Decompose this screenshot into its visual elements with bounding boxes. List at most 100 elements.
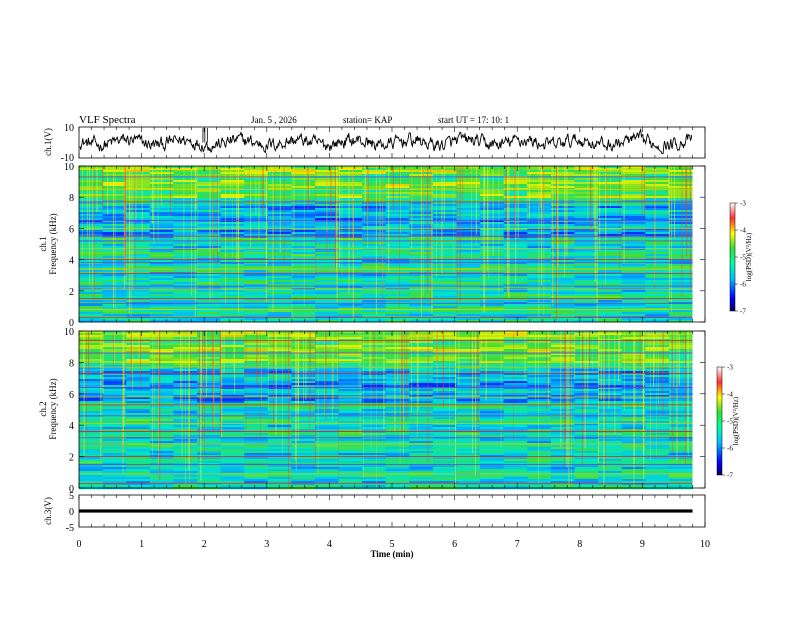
spectrogram-cell <box>456 242 481 245</box>
spectrogram-cell <box>291 435 316 438</box>
spectrogram-cell <box>126 367 151 370</box>
y-ticklabel: 2 <box>69 287 74 298</box>
spectrogram-cell <box>291 264 316 267</box>
spectrogram-cell <box>527 314 552 317</box>
spectrogram-cell <box>338 375 363 378</box>
ch2-colorbar-ticks: -3-4-5-6-7 <box>722 364 733 480</box>
spectrogram-cell <box>338 377 363 380</box>
spectrogram-cell <box>409 431 434 434</box>
spectrogram-cell <box>456 385 481 388</box>
spectrogram-cell <box>126 403 151 406</box>
spectrogram-cell <box>267 375 292 378</box>
spectrogram-cell <box>480 393 505 396</box>
spectrogram-cell <box>315 453 340 456</box>
spectrogram-cell <box>79 427 104 430</box>
spectrogram-cell <box>668 284 694 287</box>
spectrogram-cell <box>149 361 174 364</box>
spectrogram-cell <box>102 365 127 368</box>
spectrogram-cell <box>291 170 316 173</box>
spectrogram-cell <box>244 447 269 450</box>
spectrogram-cell <box>621 306 646 309</box>
spectrogram-cell <box>621 274 646 277</box>
spectrogram-cell <box>338 383 363 386</box>
spectrogram-cell <box>503 347 528 350</box>
spectrogram-cell <box>432 178 458 181</box>
spectrogram-cell <box>362 218 387 221</box>
spectrogram-cell <box>432 419 458 422</box>
spectrogram-cell <box>598 337 623 340</box>
spectrogram-cell <box>220 180 245 183</box>
spectrogram-cell <box>432 401 458 404</box>
spectrogram-cell <box>456 459 481 462</box>
spectrogram-cell <box>197 226 222 229</box>
spectrogram-cell <box>126 449 151 452</box>
spectrogram-cell <box>79 170 104 173</box>
spectrogram-cell <box>79 286 104 289</box>
spectrogram-cell <box>456 433 481 436</box>
spectrogram-cell <box>621 174 646 177</box>
spectrogram-cell <box>197 306 222 309</box>
spectrogram-cell <box>291 278 316 281</box>
spectrogram-cell <box>315 391 340 394</box>
spectrogram-cell <box>173 220 198 223</box>
spectrogram-cell <box>668 429 694 432</box>
spectrogram-cell <box>197 469 222 472</box>
spectrogram-cell <box>338 467 363 470</box>
spectrogram-cell <box>645 174 670 177</box>
spectrogram-cell <box>645 170 670 173</box>
spectrogram-cell <box>480 300 505 303</box>
spectrogram-cell <box>149 341 174 344</box>
spectrogram-cell <box>79 433 104 436</box>
spectrogram-cell <box>244 453 269 456</box>
spectrogram-cell <box>598 314 623 317</box>
spectrogram-cell <box>220 351 245 354</box>
spectrogram-cell <box>598 405 623 408</box>
spectrogram-cell <box>409 379 434 382</box>
spectrogram-cell <box>267 403 292 406</box>
spectrogram-cell <box>409 425 434 428</box>
spectrogram-cell <box>149 264 174 267</box>
spectrogram-cell <box>338 284 363 287</box>
spectrogram-cell <box>79 204 104 207</box>
spectrogram-cell <box>149 429 174 432</box>
spectrogram-cell <box>291 475 316 478</box>
spectrogram-cell <box>315 282 340 285</box>
spectrogram-cell <box>574 200 599 203</box>
spectrogram-cell <box>503 471 528 474</box>
spectrogram-cell <box>173 266 198 269</box>
spectrogram-cell <box>550 393 576 396</box>
spectrogram-cell <box>197 465 222 468</box>
spectrogram-cell <box>149 214 174 217</box>
spectrogram-cell <box>79 254 104 257</box>
start-time-label: start UT = 17: 10: 1 <box>438 115 509 125</box>
spectrogram-cell <box>197 445 222 448</box>
spectrogram-cell <box>291 485 316 488</box>
spectrogram-cell <box>550 371 576 374</box>
spectrogram-cell <box>480 467 505 470</box>
spectrogram-cell <box>197 180 222 183</box>
spectrogram-cell <box>480 270 505 273</box>
spectrogram-cell <box>197 228 222 231</box>
spectrogram-cell <box>456 413 481 416</box>
spectrogram-cell <box>267 401 292 404</box>
spectrogram-cell <box>126 190 151 193</box>
spectrogram-cell <box>621 238 646 241</box>
spectrogram-cell <box>527 220 552 223</box>
spectrogram-cell <box>102 270 127 273</box>
ch1-colorbar-label: log(PSD)(V²/Hz) <box>745 232 753 281</box>
spectrogram-cell <box>315 341 340 344</box>
spectrogram-cell <box>621 260 646 263</box>
spectrogram-cell <box>409 371 434 374</box>
spectrogram-cell <box>432 351 458 354</box>
spectrogram-cell <box>220 194 245 197</box>
spectrogram-cell <box>79 387 104 390</box>
spectrogram-cell <box>668 178 694 181</box>
spectrogram-cell <box>102 393 127 396</box>
spectrogram-cell <box>149 405 174 408</box>
spectrogram-cell <box>574 353 599 356</box>
spectrogram-cell <box>480 459 505 462</box>
spectrogram-cell <box>598 471 623 474</box>
spectrogram-cell <box>432 371 458 374</box>
spectrogram-cell <box>645 381 670 384</box>
